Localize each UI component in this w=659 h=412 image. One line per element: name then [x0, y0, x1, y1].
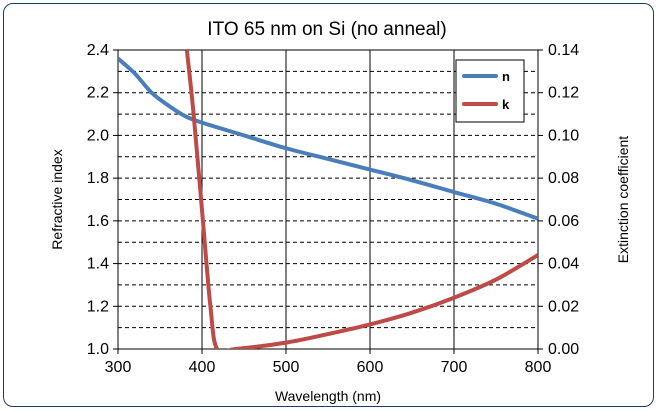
y-tick-label: 1.8	[87, 170, 109, 187]
chart-title: ITO 65 nm on Si (no anneal)	[207, 19, 446, 40]
y-tick-label: 1.2	[87, 298, 109, 315]
y-axis-title: Refractive index	[49, 149, 65, 249]
y-tick-label: 2.2	[87, 85, 109, 102]
y2-tick-label: 0.10	[548, 127, 579, 144]
x-tick-label: 700	[441, 359, 468, 376]
x-tick-label: 400	[189, 359, 216, 376]
x-tick-label: 600	[357, 359, 384, 376]
ticks: 300 400 500 600 700 800 1.0 1.2 1.4 1.6 1.8 2.0 2.2 2…	[87, 42, 579, 376]
y-tick-label: 1.0	[87, 341, 109, 358]
series-line-n	[118, 57, 538, 221]
x-axis-title: Wavelength (nm)	[275, 388, 381, 404]
series-line-k	[184, 50, 538, 349]
chart-frame	[3, 3, 654, 407]
y2-tick-label: 0.04	[548, 256, 579, 273]
y2-axis-title: Extinction coefficient	[615, 136, 631, 263]
plot-area	[117, 49, 539, 350]
x-tick-label: 300	[105, 359, 132, 376]
y2-tick-label: 0.08	[548, 170, 579, 187]
legend-label-k: k	[502, 97, 510, 112]
y-tick-label: 1.4	[87, 256, 109, 273]
y2-tick-label: 0.06	[548, 213, 579, 230]
legend: nk	[455, 59, 525, 123]
y2-tick-label: 0.12	[548, 85, 579, 102]
y2-tick-label: 0.00	[548, 341, 579, 358]
y2-tick-label: 0.14	[548, 42, 579, 59]
y-tick-label: 2.0	[87, 127, 109, 144]
series-layer	[118, 50, 538, 349]
x-tick-label: 800	[525, 359, 552, 376]
legend-label-n: n	[502, 69, 510, 84]
y-tick-label: 1.6	[87, 213, 109, 230]
y2-tick-label: 0.02	[548, 298, 579, 315]
x-tick-label: 500	[273, 359, 300, 376]
legend-box	[455, 59, 525, 123]
y-tick-label: 2.4	[87, 42, 109, 59]
